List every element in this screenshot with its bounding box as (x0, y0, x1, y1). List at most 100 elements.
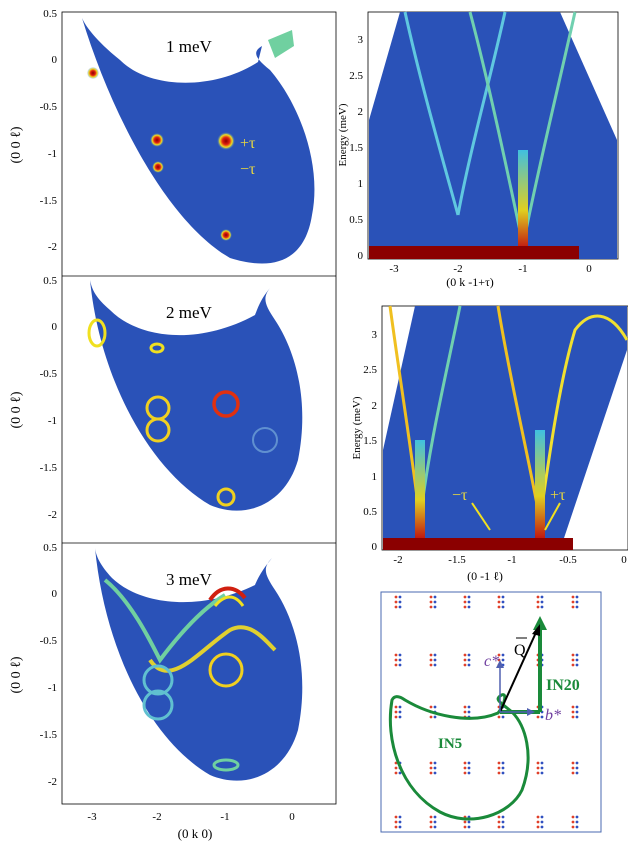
xtick: -2 (393, 554, 402, 566)
lattice-dot (395, 601, 398, 604)
lattice-dot (498, 716, 501, 719)
lattice-dot (464, 664, 467, 667)
ytick: 0.5 (43, 275, 57, 287)
lattice-dot (541, 767, 544, 770)
lattice-dot (430, 716, 433, 719)
lattice-dot (434, 601, 437, 604)
lattice-dot (430, 826, 433, 829)
lattice-dot (537, 601, 540, 604)
lattice-dot (434, 762, 437, 765)
lattice-dot (572, 772, 575, 775)
lattice-dot (502, 816, 505, 819)
lattice-dot (395, 826, 398, 829)
ylabel-3: (0 0 ℓ) (9, 656, 24, 693)
lattice-dot (498, 762, 501, 765)
lattice-dot (464, 767, 467, 770)
lattice-dot (434, 772, 437, 775)
lattice-dot (576, 816, 579, 819)
lattice-dot (430, 601, 433, 604)
ytick: -2 (48, 241, 57, 253)
lattice-dot (464, 596, 467, 599)
lattice-dot (572, 659, 575, 662)
left-xaxis: -3 -2 -1 0 (0 k 0) (87, 811, 295, 841)
lattice-dot (468, 659, 471, 662)
ytick: -0.5 (40, 635, 58, 647)
lattice-dot (395, 664, 398, 667)
lattice-dot (468, 711, 471, 714)
lattice-dot (468, 654, 471, 657)
lattice-dot (572, 767, 575, 770)
lattice-dot (395, 654, 398, 657)
lattice-dot (395, 596, 398, 599)
lattice-dot (468, 821, 471, 824)
lattice-dot (434, 654, 437, 657)
lattice-dot (572, 821, 575, 824)
lattice-dot (464, 821, 467, 824)
energy-label-1: 1 meV (166, 37, 213, 56)
lattice-dot (576, 606, 579, 609)
ytick: -1.5 (40, 195, 58, 207)
lattice-dot (572, 706, 575, 709)
lattice-dot (430, 654, 433, 657)
lattice-dot (468, 606, 471, 609)
lattice-dot (576, 659, 579, 662)
lattice-dot (498, 596, 501, 599)
xtick: -0.5 (559, 554, 577, 566)
lattice-dot (498, 606, 501, 609)
lattice-dot (502, 654, 505, 657)
lattice-dot (395, 716, 398, 719)
lattice-dot (537, 716, 540, 719)
lattice-dot (468, 664, 471, 667)
lattice-dot (572, 601, 575, 604)
lattice-dot (399, 664, 402, 667)
dispersion-panel-mid: −τ +τ 0 0.5 1 1.5 2 2.5 3 -2 -1.5 -1 -0.… (351, 306, 628, 583)
ytick: -0.5 (40, 368, 58, 380)
lattice-dot (576, 772, 579, 775)
ytick: -2 (48, 509, 57, 521)
lattice-dot (502, 596, 505, 599)
lattice-dot (498, 767, 501, 770)
dispersion-panel-top: 0 0.5 1 1.5 2 2.5 3 -3 -2 -1 0 (0 k -1+τ… (337, 12, 618, 289)
ylabel-1: (0 0 ℓ) (9, 126, 24, 163)
lattice-dot (468, 601, 471, 604)
ytick: 1.5 (363, 435, 377, 447)
lattice-dot (399, 716, 402, 719)
lattice-dot (572, 716, 575, 719)
lattice-dot (572, 664, 575, 667)
lattice-dot (434, 659, 437, 662)
xtick: -2 (453, 263, 462, 275)
lattice-dot (541, 821, 544, 824)
lattice-dot (434, 816, 437, 819)
ytick: 0 (52, 588, 58, 600)
lattice-dot (468, 596, 471, 599)
ytick: 0.5 (349, 214, 363, 226)
lattice-dot (430, 659, 433, 662)
in20-label: IN20 (546, 677, 580, 694)
energy-label-3: 3 meV (166, 570, 213, 589)
lattice-dot (434, 767, 437, 770)
lattice-dot (541, 601, 544, 604)
ytick: 3 (372, 329, 378, 341)
lattice-dot (498, 601, 501, 604)
lattice-dot (502, 716, 505, 719)
xtick: -2 (152, 811, 161, 823)
tau-minus-label-mid: −τ (452, 487, 468, 504)
xtick: 0 (621, 554, 627, 566)
lattice-dot (430, 706, 433, 709)
lattice-dot (399, 826, 402, 829)
lattice-dot (502, 767, 505, 770)
lattice-dot (576, 821, 579, 824)
lattice-dot (395, 821, 398, 824)
lattice-dot (576, 826, 579, 829)
ytick: 2.5 (363, 364, 377, 376)
lattice-dot (468, 772, 471, 775)
lattice-dot (430, 596, 433, 599)
lattice-dot (434, 826, 437, 829)
lattice-dot (541, 762, 544, 765)
lattice-dot (502, 762, 505, 765)
xtick: -3 (87, 811, 97, 823)
lattice-dot (541, 772, 544, 775)
ytick: -1.5 (40, 462, 58, 474)
lattice-dot (395, 772, 398, 775)
lattice-dot (576, 601, 579, 604)
